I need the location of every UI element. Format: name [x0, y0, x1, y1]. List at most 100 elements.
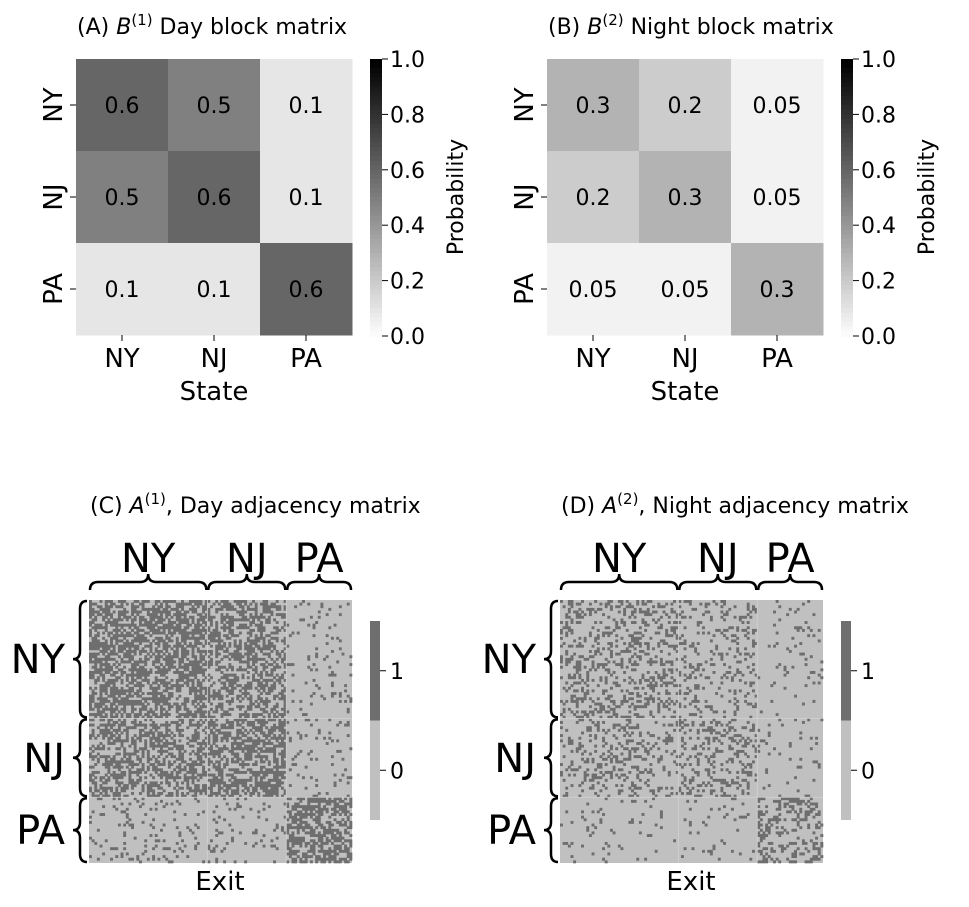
panel-c-matrix-edge-17-75 — [286, 644, 290, 648]
panel-d-matrix-edge-24-53 — [699, 663, 703, 667]
panel-d-matrix-edge-13-46 — [680, 634, 684, 638]
panel-c-matrix-edge-30-69 — [270, 678, 274, 682]
panel-c-matrix-edge-19-8 — [110, 649, 113, 653]
panel-c-matrix-edge-6-34 — [178, 615, 182, 619]
panel-d-matrix-edge-12-11 — [588, 631, 592, 635]
panel-c-matrix-edge-8-0 — [89, 621, 92, 624]
panel-c-matrix-edge-80-96 — [341, 810, 345, 814]
panel-c-matrix-edge-2-4 — [99, 605, 103, 609]
panel-c-matrix-edge-2-66 — [262, 605, 266, 609]
panel-c-matrix-edge-47-62 — [252, 723, 255, 727]
panel-c-matrix-edge-72-28 — [162, 789, 166, 793]
panel-c-matrix-edge-83-51 — [223, 818, 227, 822]
panel-c-matrix-edge-94-98 — [346, 847, 350, 851]
panel-c-matrix-edge-94-34 — [178, 847, 182, 851]
panel-c-matrix-edge-71-8 — [110, 786, 113, 790]
panel-c-matrix-edge-32-5 — [102, 684, 106, 688]
panel-d-matrix-edge-20-28 — [633, 652, 637, 656]
panel-c-matrix-edge-43-29 — [165, 713, 169, 717]
panel-b-cell-1-0 — [547, 151, 640, 244]
panel-c-matrix-edge-6-64 — [257, 615, 261, 619]
panel-c-matrix-edge-46-98 — [346, 720, 350, 724]
panel-c-matrix-edge-36-18 — [136, 694, 140, 698]
panel-c-matrix-edge-51-29 — [165, 734, 169, 738]
panel-d-matrix-edge-17-12 — [591, 644, 595, 648]
panel-c-matrix-edge-74-64 — [257, 794, 261, 798]
panel-d-matrix-edge-35-45 — [678, 692, 682, 695]
panel-c-matrix-edge-91-77 — [291, 839, 295, 843]
panel-c-matrix-edge-54-72 — [278, 742, 282, 745]
panel-c-matrix-edge-97-87 — [317, 855, 321, 859]
panel-c-matrix-edge-8-43 — [202, 621, 206, 624]
panel-c-matrix-edge-54-68 — [267, 742, 271, 745]
panel-c-matrix-edge-40-33 — [175, 705, 179, 709]
panel-c-matrix-edge-53-26 — [157, 739, 161, 743]
panel-c-matrix-edge-10-73 — [280, 626, 284, 630]
panel-c-matrix-edge-86-76 — [288, 826, 292, 830]
panel-c-matrix-edge-29-40 — [194, 676, 198, 680]
panel-c-matrix-edge-7-24 — [152, 618, 156, 622]
panel-a-colorbar-segment-29 — [370, 192, 382, 199]
panel-c-matrix-edge-18-20 — [141, 647, 145, 651]
panel-c-matrix-edge-63-20 — [141, 765, 145, 769]
panel-c-matrix-edge-17-8 — [110, 644, 113, 648]
panel-c-matrix-edge-65-12 — [120, 770, 124, 774]
panel-c-matrix-edge-46-33 — [175, 720, 179, 724]
panel-a-colorbar-segment-12 — [370, 114, 382, 120]
panel-c-matrix-edge-65-44 — [204, 770, 208, 774]
panel-c-matrix-edge-74-71 — [275, 794, 279, 798]
panel-c-matrix-edge-71-43 — [202, 786, 206, 790]
panel-c-matrix-edge-38-95 — [338, 699, 342, 703]
panel-d-matrix-edge-28-3 — [567, 673, 571, 677]
panel-c-matrix-edge-43-59 — [244, 713, 248, 717]
panel-d-matrix-edge-8-7 — [578, 621, 582, 624]
panel-c-matrix-edge-71-44 — [204, 786, 208, 790]
panel-c-matrix-edge-45-57 — [238, 718, 242, 722]
panel-c-matrix-edge-55-21 — [144, 744, 148, 748]
panel-c-matrix-edge-21-43 — [202, 655, 206, 659]
panel-d-matrix-edge-2-39 — [662, 605, 666, 609]
panel-c-matrix-edge-73-90 — [325, 791, 329, 795]
panel-c-matrix-edge-65-61 — [249, 770, 253, 774]
panel-c-matrix-edge-87-3 — [96, 828, 100, 832]
panel-d-matrix-edge-41-67 — [736, 707, 740, 711]
panel-c-matrix-edge-34-9 — [112, 689, 116, 693]
panel-c-matrix-edge-35-58 — [241, 692, 245, 695]
panel-c-matrix-edge-25-4 — [99, 665, 103, 669]
panel-d-matrix-edge-18-86 — [786, 647, 790, 651]
panel-c-matrix-edge-23-70 — [273, 660, 277, 664]
panel-c-matrix-edge-86-98 — [346, 826, 350, 830]
panel-c-matrix-edge-43-52 — [225, 713, 229, 717]
panel-c-matrix-edge-24-36 — [183, 663, 187, 667]
panel-c-matrix-edge-50-46 — [209, 731, 213, 735]
panel-c-matrix-edge-7-23 — [149, 618, 153, 622]
panel-c-matrix-edge-4-26 — [157, 610, 161, 614]
panel-c-matrix-edge-79-89 — [323, 807, 326, 811]
panel-c-matrix-edge-88-62 — [252, 831, 255, 835]
panel-c-matrix-edge-94-47 — [212, 847, 216, 851]
panel-c-matrix-edge-62-38 — [188, 763, 192, 766]
panel-c-matrix-edge-39-0 — [89, 702, 92, 706]
panel-c-matrix-edge-57-68 — [267, 749, 271, 753]
panel-d-matrix-edge-42-26 — [628, 710, 632, 714]
panel-c-matrix-edge-26-52 — [225, 668, 229, 672]
panel-c-matrix-edge-35-1 — [91, 692, 95, 695]
panel-a-colorbar-segment-27 — [370, 183, 382, 189]
panel-c-matrix-edge-77-93 — [333, 802, 337, 806]
panel-c-matrix-edge-65-49 — [217, 770, 221, 774]
panel-c-matrix-edge-34-64 — [257, 689, 261, 693]
panel-c-matrix-edge-43-12 — [120, 713, 124, 717]
panel-c-matrix-edge-68-53 — [228, 778, 232, 782]
panel-c-matrix-edge-56-51 — [223, 747, 227, 751]
panel-c-matrix-edge-70-64 — [257, 784, 261, 788]
panel-c-matrix-edge-72-12 — [120, 789, 124, 793]
panel-c-matrix-edge-48-64 — [257, 726, 261, 730]
panel-d-matrix-edge-39-13 — [594, 702, 598, 706]
panel-c-matrix-edge-42-3 — [96, 710, 100, 714]
panel-c-matrix-edge-30-27 — [160, 678, 163, 682]
panel-c-matrix-edge-48-14 — [125, 726, 129, 730]
panel-c-matrix-edge-40-44 — [204, 705, 208, 709]
panel-d-matrix-edge-31-20 — [612, 681, 616, 685]
panel-c-matrix-edge-55-61 — [249, 744, 253, 748]
panel-d-matrix-edge-27-86 — [786, 671, 790, 674]
